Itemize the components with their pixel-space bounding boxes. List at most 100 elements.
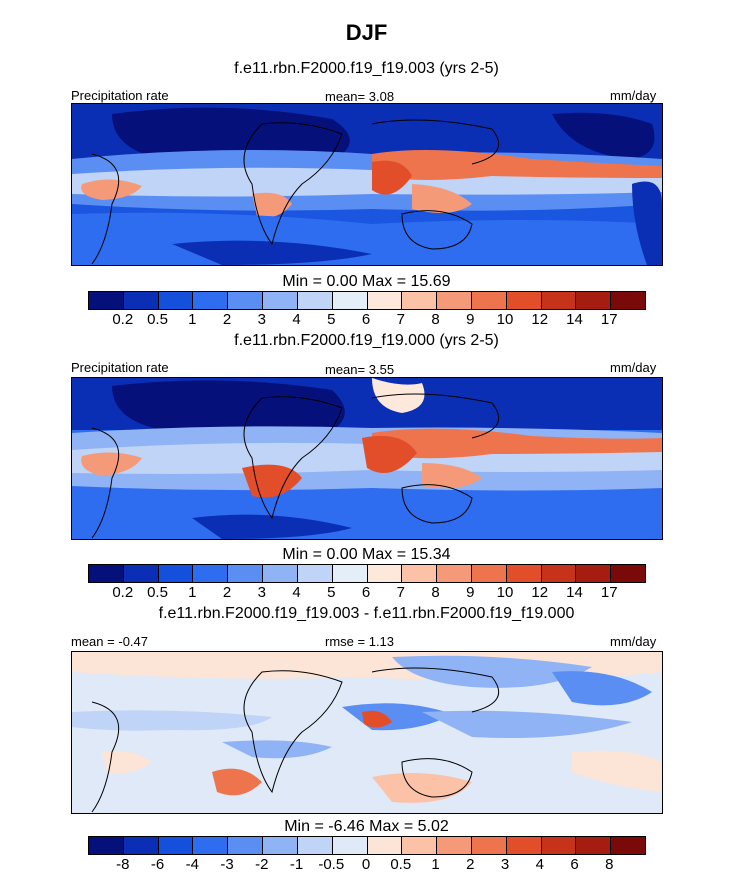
panel-2-title: f.e11.rbn.F2000.f19_f19.000 (yrs 2-5)	[234, 332, 499, 349]
panel-1-map	[71, 103, 663, 266]
colorbar-swatch	[297, 565, 333, 582]
colorbar-tick-label: 1	[188, 311, 197, 328]
panel-3-mean-value: -0.47	[118, 634, 148, 649]
colorbar-tick-label: 2	[466, 856, 475, 873]
colorbar-tick-label: 7	[396, 311, 405, 328]
colorbar-swatch	[158, 837, 194, 854]
colorbar-swatch	[89, 837, 124, 854]
colorbar-swatch	[89, 292, 124, 309]
colorbar-swatch	[437, 837, 472, 854]
panel-3-min-label: Min =	[284, 818, 324, 835]
colorbar-swatch	[437, 565, 472, 582]
colorbar-swatch	[367, 565, 403, 582]
colorbar-swatch	[541, 292, 577, 309]
colorbar-tick-label: -6	[150, 856, 165, 873]
colorbar-tick-label: -1	[289, 856, 304, 873]
colorbar-swatch	[332, 292, 368, 309]
colorbar-tick-label: 14	[566, 311, 583, 328]
colorbar-swatch	[471, 565, 507, 582]
panel-3-mean-label: mean =	[71, 634, 115, 649]
colorbar-tick-label: 0	[361, 856, 371, 873]
panel-2-mean-value: 3.55	[368, 362, 395, 377]
colorbar-tick-label: 3	[257, 311, 266, 328]
panel-3-colorbar	[88, 836, 646, 855]
colorbar-swatch	[402, 837, 438, 854]
panel-1-max-value: 15.69	[410, 273, 451, 290]
panel-2-max-value: 15.34	[410, 546, 451, 563]
colorbar-tick-label: -3	[220, 856, 234, 873]
panel-2-min-value: 0.00	[326, 546, 358, 563]
colorbar-swatch	[471, 837, 507, 854]
colorbar-swatch	[506, 837, 542, 854]
panel-3-max-value: 5.02	[417, 818, 449, 835]
panel-3-units: mm/day	[610, 634, 657, 649]
panel-3-colorbar-ticks: -8 -6 -4 -3 -2 -1 -0.5 0 0.5 1 2 3 4 6 8	[88, 856, 644, 874]
panel-1-mean-label: mean=	[325, 89, 366, 104]
colorbar-swatch	[263, 292, 298, 309]
colorbar-tick-label: -8	[116, 856, 130, 873]
panel-1-colorbar-ticks: 0.2 0.5 1 2 3 4 5 6 7 8 9 10 12 14 17	[88, 311, 644, 329]
colorbar-swatch	[367, 292, 403, 309]
panel-1-min-label: Min =	[282, 273, 322, 290]
colorbar-tick-label: 9	[466, 584, 475, 601]
panel-1-title: f.e11.rbn.F2000.f19_f19.003 (yrs 2-5)	[234, 60, 499, 77]
panel-2-min-label: Min =	[282, 546, 322, 563]
colorbar-tick-label: 12	[531, 584, 549, 601]
colorbar-swatch	[228, 565, 264, 582]
colorbar-swatch	[89, 565, 124, 582]
colorbar-swatch	[123, 565, 159, 582]
colorbar-swatch	[611, 292, 645, 309]
colorbar-tick-label: 6	[361, 311, 371, 328]
colorbar-swatch	[228, 837, 264, 854]
colorbar-swatch	[297, 837, 333, 854]
panel-2-mean-label: mean=	[325, 362, 366, 377]
colorbar-tick-label: 10	[496, 584, 514, 601]
colorbar-swatch	[402, 292, 438, 309]
colorbar-swatch	[506, 565, 542, 582]
colorbar-tick-label: 4	[292, 311, 301, 328]
colorbar-tick-label: 6	[570, 856, 579, 873]
panel-1-field	[72, 104, 662, 265]
colorbar-tick-label: 17	[600, 584, 618, 601]
colorbar-tick-label: 3	[500, 856, 510, 873]
colorbar-tick-label: 0.5	[147, 311, 168, 328]
panel-2-units: mm/day	[610, 360, 657, 375]
colorbar-swatch	[506, 292, 542, 309]
panel-1-variable-label: Precipitation rate	[71, 88, 169, 103]
colorbar-tick-label: 8	[431, 584, 440, 601]
colorbar-tick-label: 8	[605, 856, 614, 873]
colorbar-tick-label: 14	[566, 584, 583, 601]
colorbar-tick-label: 1	[431, 856, 440, 873]
colorbar-swatch	[193, 837, 229, 854]
panel-3-field	[72, 652, 662, 813]
panel-1-mean-value: 3.08	[368, 89, 395, 104]
colorbar-tick-label: 8	[431, 311, 440, 328]
figure-title: DJF	[345, 20, 388, 45]
colorbar-swatch	[576, 292, 612, 309]
panel-1-colorbar	[88, 291, 646, 310]
colorbar-swatch	[332, 565, 368, 582]
panel-2-colorbar-ticks: 0.2 0.5 1 2 3 4 5 6 7 8 9 10 12 14 17	[88, 584, 644, 602]
colorbar-tick-label: 4	[292, 584, 301, 601]
colorbar-swatch	[193, 565, 229, 582]
colorbar-swatch	[263, 565, 298, 582]
colorbar-swatch	[263, 837, 298, 854]
panel-1-units: mm/day	[610, 88, 657, 103]
colorbar-swatch	[576, 565, 612, 582]
colorbar-swatch	[193, 292, 229, 309]
colorbar-tick-label: 12	[531, 311, 549, 328]
panel-2-map	[71, 377, 663, 540]
panel-3-map	[71, 651, 663, 814]
colorbar-tick-label: 3	[257, 584, 266, 601]
panel-3-rmse-value: 1.13	[368, 634, 395, 649]
colorbar-swatch	[367, 837, 403, 854]
panel-3-rmse-label: rmse =	[325, 634, 366, 649]
colorbar-swatch	[123, 837, 159, 854]
colorbar-swatch	[228, 292, 264, 309]
colorbar-tick-label: 0.2	[112, 311, 134, 328]
colorbar-tick-label: -4	[185, 856, 199, 873]
colorbar-tick-label: 0.5	[147, 584, 168, 601]
colorbar-tick-label: 5	[327, 584, 336, 601]
panel-2-field	[72, 378, 662, 539]
colorbar-swatch	[611, 565, 645, 582]
